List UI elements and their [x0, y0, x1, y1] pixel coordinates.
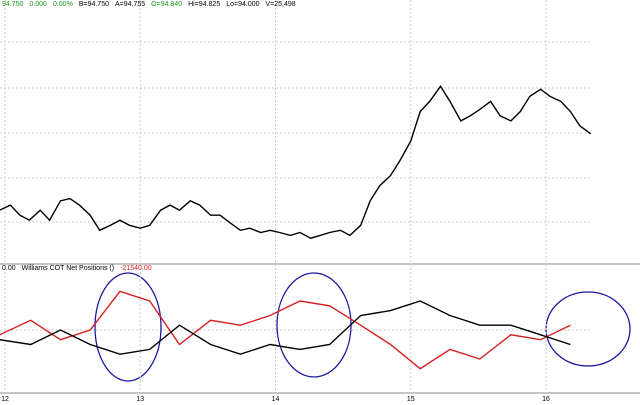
header-text: 94.750 — [2, 1, 24, 8]
x-tick-label: 14 — [272, 396, 280, 403]
x-tick-label: 15 — [407, 396, 415, 403]
header-text: O=94.840 — [151, 1, 182, 8]
data-line — [0, 290, 571, 370]
header-text: 0.00% — [53, 1, 73, 8]
data-line — [0, 85, 592, 239]
header-text: V=25,498 — [266, 1, 296, 8]
header-text: B=94.750 — [79, 1, 109, 8]
x-tick-label: 12 — [1, 396, 9, 403]
header-text: 0.000 — [29, 1, 47, 8]
header-text: A=94.755 — [115, 1, 145, 8]
header-text: 0.00 — [2, 265, 16, 272]
header-text: -21540.00 — [120, 265, 152, 272]
x-tick-label: 13 — [136, 396, 144, 403]
header-text: Williams COT Net Positions () — [22, 265, 114, 272]
x-tick-label: 16 — [542, 396, 550, 403]
header-text: Hi=94.825 — [188, 1, 220, 8]
data-line — [0, 300, 571, 355]
header-text: Lo=94.000 — [226, 1, 259, 8]
